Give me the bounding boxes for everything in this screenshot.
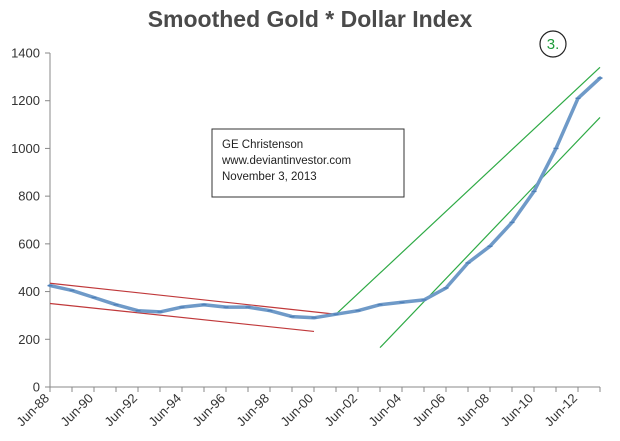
series-line bbox=[48, 76, 602, 320]
x-axis: Jun-88 Jun-90 Jun-92 Jun-94 Jun-96 Jun-98 Jun-… bbox=[13, 386, 601, 430]
x-tick-label: Jun-08 bbox=[453, 391, 492, 430]
x-tick-label: Jun-06 bbox=[409, 391, 448, 430]
annotation-line-website: www.deviantinvestor.com bbox=[221, 155, 351, 167]
x-tick-label: Jun-12 bbox=[541, 391, 580, 430]
y-tick-label: 400 bbox=[18, 284, 40, 299]
badge-circle bbox=[539, 30, 567, 58]
x-tick-label: Jun-88 bbox=[13, 391, 52, 430]
trend-line bbox=[49, 282, 337, 315]
chart-title: Smoothed Gold * Dollar Index bbox=[148, 6, 473, 32]
x-tick-label: Jun-00 bbox=[277, 391, 316, 430]
badge: 3. bbox=[539, 30, 567, 58]
x-tick-label: Jun-96 bbox=[189, 391, 228, 430]
trend-line bbox=[335, 66, 601, 315]
y-tick-label: 1000 bbox=[11, 141, 40, 156]
annotation-frame bbox=[211, 128, 405, 198]
trend-line bbox=[49, 302, 315, 333]
y-tick-label: 800 bbox=[18, 189, 40, 204]
trend-line bbox=[379, 116, 601, 349]
annotation-box: GE Christenson www.deviantinvestor.com N… bbox=[211, 128, 405, 198]
x-tick-label: Jun-94 bbox=[145, 391, 184, 430]
y-tick-label: 600 bbox=[18, 236, 40, 251]
x-tick-label: Jun-92 bbox=[101, 391, 140, 430]
y-tick-label: 1200 bbox=[11, 93, 40, 108]
trend-lines bbox=[49, 66, 601, 349]
x-tick-label: Jun-10 bbox=[497, 391, 536, 430]
x-tick-label: Jun-02 bbox=[321, 391, 360, 430]
series-layer bbox=[47, 76, 603, 320]
x-tick-label: Jun-98 bbox=[233, 391, 272, 430]
annotation-line-author: GE Christenson bbox=[222, 139, 303, 151]
y-tick-label: 0 bbox=[33, 380, 40, 395]
y-axis: 0 200 400 600 800 1000 1200 1400 bbox=[11, 46, 51, 395]
x-tick-label: Jun-04 bbox=[365, 391, 404, 430]
y-tick-label: 1400 bbox=[11, 46, 40, 61]
badge-label: 3. bbox=[547, 36, 560, 53]
x-tick-label: Jun-90 bbox=[57, 391, 96, 430]
annotation-line-date: November 3, 2013 bbox=[222, 171, 317, 183]
y-tick-label: 200 bbox=[18, 332, 40, 347]
